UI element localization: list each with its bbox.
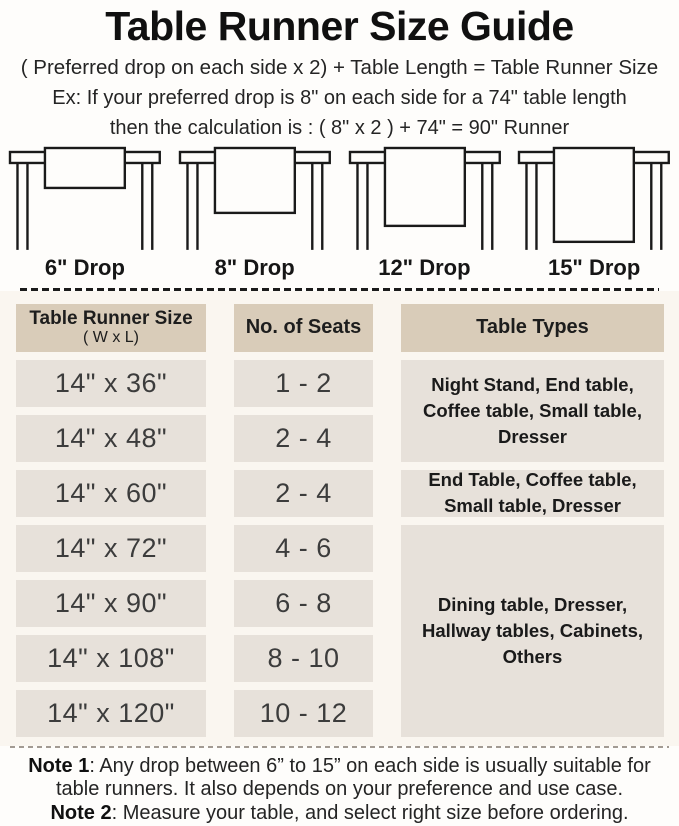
seats-value: 2 - 4 [275,477,332,508]
column-header-runner-size-subtitle: ( W x L) [83,329,139,347]
note-2-label: Note 2 [50,801,112,824]
runner-size-value: 14" x 72" [54,532,168,563]
bottom-dashed-divider [10,745,669,748]
note-1: Note 1: Any drop between 6” to 15” on ea… [8,755,671,802]
notes-section: Note 1: Any drop between 6” to 15” on ea… [0,747,679,826]
note-1-label: Note 1 [28,754,90,777]
table-types-cell-medium-tables: End Table, Coffee table, Small table, Dr… [401,469,664,517]
seats-value: 8 - 10 [267,642,340,673]
table-row-size-cell: 14" x 90" [16,579,206,627]
runner-size-value: 14" x 48" [54,422,168,453]
runner-size-value: 14" x 60" [54,477,168,508]
table-row-size-cell: 14" x 60" [16,469,206,517]
runner-size-value: 14" x 120" [47,697,175,728]
table-types-cell-small-tables: Night Stand, End table, Coffee table, Sm… [401,359,664,462]
illustration-12in-drop: 12" Drop [340,146,510,281]
table-row-size-cell: 14" x 120" [16,689,206,737]
runner-size-value: 14" x 108" [47,642,175,673]
illustration-15in-drop: 15" Drop [509,146,679,281]
size-guide-table-section: Table Runner Size ( W x L) No. of Seats … [0,290,679,746]
seats-value: 2 - 4 [275,422,332,453]
seats-value: 1 - 2 [275,367,332,398]
table-row-seats-cell: 2 - 4 [234,414,373,462]
seats-value: 6 - 8 [275,587,332,618]
drop-label-6in: 6" Drop [44,254,125,280]
table-row-seats-cell: 2 - 4 [234,469,373,517]
table-with-runner-6in-icon [8,146,161,250]
top-dashed-divider [20,287,659,291]
note-2-text: : Measure your table, and select right s… [111,801,629,824]
column-header-table-types: Table Types [401,303,664,352]
drop-label-12in: 12" Drop [378,254,471,280]
table-row-seats-cell: 4 - 6 [234,524,373,572]
table-row-size-cell: 14" x 72" [16,524,206,572]
table-row-seats-cell: 6 - 8 [234,579,373,627]
table-row-size-cell: 14" x 48" [16,414,206,462]
runner-size-value: 14" x 90" [54,587,168,618]
drop-label-8in: 8" Drop [214,254,295,280]
table-with-runner-15in-icon [518,146,671,250]
formula-text: ( Preferred drop on each side x 2) + Tab… [20,56,659,80]
page-title: Table Runner Size Guide [105,3,574,49]
drop-label-15in: 15" Drop [547,254,641,280]
table-types-cell-large-tables: Dining table, Dresser, Hallway tables, C… [401,524,664,737]
drop-illustrations-row: 6" Drop 8" Drop [0,146,679,281]
example-line-2: then the calculation is : ( 8" x 2 ) + 7… [109,117,570,140]
size-guide-table: Table Runner Size ( W x L) No. of Seats … [16,303,664,737]
table-row-seats-cell: 1 - 2 [234,359,373,407]
table-with-runner-8in-icon [178,146,331,250]
example-line-1: Ex: If your preferred drop is 8" on each… [52,87,627,110]
header-section: Table Runner Size Guide ( Preferred drop… [0,0,679,291]
illustration-8in-drop: 8" Drop [170,146,340,281]
table-row-size-cell: 14" x 108" [16,634,206,682]
table-row-seats-cell: 10 - 12 [234,689,373,737]
column-header-seats: No. of Seats [234,303,373,352]
column-header-runner-size-title: Table Runner Size [29,308,193,330]
column-header-runner-size: Table Runner Size ( W x L) [16,303,206,352]
seats-value: 4 - 6 [275,532,332,563]
note-1-text: : Any drop between 6” to 15” on each sid… [55,754,651,801]
table-with-runner-12in-icon [348,146,501,250]
illustration-6in-drop: 6" Drop [0,146,170,281]
note-2: Note 2: Measure your table, and select r… [8,802,671,826]
runner-size-value: 14" x 36" [54,367,168,398]
table-row-size-cell: 14" x 36" [16,359,206,407]
seats-value: 10 - 12 [259,697,348,728]
table-row-seats-cell: 8 - 10 [234,634,373,682]
